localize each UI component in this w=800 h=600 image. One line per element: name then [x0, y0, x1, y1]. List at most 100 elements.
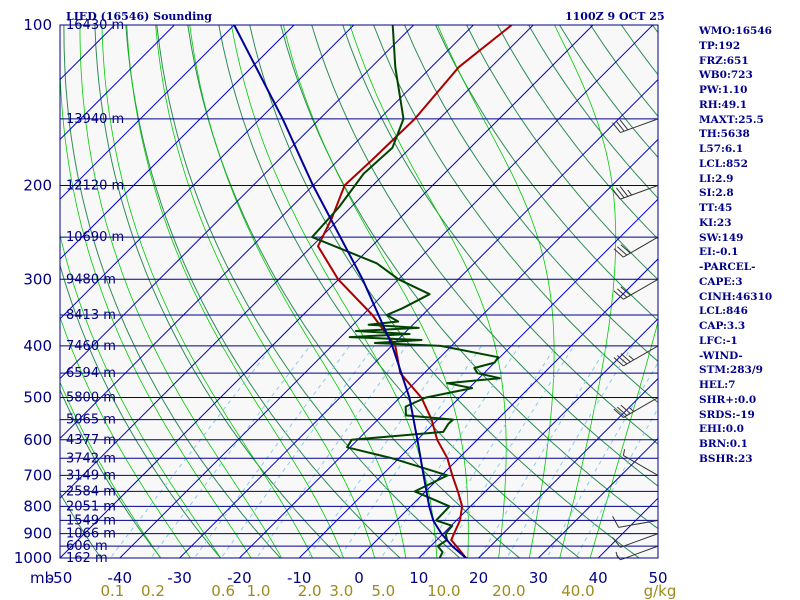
- isotherm: [60, 25, 355, 320]
- wind-barb-flag: [617, 355, 628, 365]
- dry-adiabat: [373, 25, 658, 404]
- moist-adiabat: [282, 25, 469, 558]
- mixing-ratio-tick-label: 0.1: [100, 582, 124, 600]
- pressure-tick-label: 500: [23, 389, 52, 407]
- height-label: 2051 m: [66, 499, 116, 514]
- index-item: SRDS:-19: [699, 408, 755, 421]
- temperature-tick-label: 20: [469, 569, 488, 587]
- dry-adiabat: [63, 25, 282, 558]
- index-item: TP:192: [699, 39, 741, 52]
- plot-background: [60, 25, 658, 558]
- isotherm: [418, 318, 658, 558]
- wind-barb-staff: [618, 519, 659, 528]
- pressure-tick-label: 800: [23, 497, 52, 515]
- index-item: -PARCEL-: [699, 261, 756, 273]
- pressure-tick-label: 400: [23, 337, 52, 355]
- wind-barb: [612, 533, 659, 548]
- stability-indices-panel: WMO:16546 TP:192 FRZ:651 WB0:723 PW:1.10 RH:4…: [699, 24, 772, 467]
- height-label: 13940 m: [66, 112, 124, 127]
- wind-barb-flag: [612, 515, 620, 528]
- wind-barb-flag: [612, 122, 621, 133]
- dry-adiabat: [60, 263, 222, 558]
- moist-adiabat: [231, 25, 438, 558]
- dry-adiabat: [94, 25, 341, 558]
- wind-barb: [612, 184, 659, 200]
- dry-adiabat: [187, 25, 521, 558]
- pressure-tick-label: 200: [23, 176, 52, 194]
- moist-adiabat: [60, 381, 161, 558]
- height-label: 1549 m: [66, 513, 116, 528]
- height-label: 9480 m: [66, 272, 116, 287]
- index-item: LCL:852: [699, 157, 748, 170]
- isotherm: [298, 198, 658, 558]
- wind-barb: [613, 345, 659, 367]
- height-label: 5800 m: [66, 391, 116, 406]
- wind-barb-flag: [612, 537, 621, 548]
- wind-barb-staff: [623, 397, 659, 418]
- pressure-tick-label: 900: [23, 525, 52, 543]
- wind-barb-staff: [620, 118, 659, 134]
- isotherm: [60, 25, 415, 380]
- chart-time: 1100Z 9 OCT 25: [565, 10, 665, 23]
- wind-barb-flag: [619, 119, 629, 131]
- wind-barb-half-flag: [628, 355, 635, 361]
- wind-barb-staff: [623, 236, 659, 258]
- wind-barb: [612, 515, 659, 528]
- moist-adiabat: [60, 315, 191, 558]
- index-item: HEL:7: [699, 379, 736, 391]
- isotherm: [0, 13, 7, 569]
- isotherm: [0, 13, 67, 569]
- temperature-tick-label: 0: [354, 569, 364, 587]
- wind-barb: [622, 449, 659, 476]
- wind-barb-staff: [620, 533, 659, 548]
- mixing-ratio-line: [193, 345, 351, 558]
- chart-title: LIED (16546) Sounding: [66, 10, 212, 23]
- index-item: CAPE:3: [699, 275, 743, 288]
- temperature-tick-label: 50: [648, 569, 667, 587]
- wind-barb-flag: [615, 187, 625, 199]
- mixing-ratio-tick-label: 3.0: [329, 582, 353, 600]
- mixing-ratio-tick-label: 0.2: [141, 582, 165, 600]
- index-item: EHI:0.0: [699, 423, 744, 436]
- pressure-tick-label: 300: [23, 270, 52, 288]
- index-item: CAP:3.3: [699, 320, 746, 332]
- mixing-ratio-tick-label: 5.0: [371, 582, 395, 600]
- parcel-profile: [233, 25, 467, 558]
- dry-adiabat: [776, 25, 800, 569]
- dry-adiabat: [156, 25, 461, 558]
- index-item: LFC:-1: [699, 334, 738, 347]
- wind-barb-staff: [623, 455, 659, 476]
- pressure-tick-label: 700: [23, 466, 52, 484]
- moist-adiabat: [126, 25, 344, 558]
- dry-adiabat: [218, 25, 581, 558]
- height-label: 12120 m: [66, 178, 124, 193]
- isotherm: [60, 25, 534, 499]
- temperature-tick-label: -30: [167, 569, 192, 587]
- index-item: SI:2.8: [699, 187, 734, 200]
- wind-barb-half-flag: [622, 449, 626, 456]
- pressure-unit-label: mb: [30, 569, 54, 587]
- wind-barb-flag: [613, 357, 624, 367]
- index-item: MAXT:25.5: [699, 113, 764, 126]
- wind-barb-flag: [620, 404, 631, 414]
- index-item: FRZ:651: [699, 54, 749, 67]
- temperature-tick-label: -50: [48, 569, 73, 587]
- height-label: 606 m: [66, 539, 108, 554]
- pressure-tick-label: 1000: [14, 549, 52, 567]
- mixing-ratio-tick-label: 2.0: [298, 582, 322, 600]
- dry-adiabat: [404, 25, 658, 362]
- moist-adiabat: [437, 25, 555, 558]
- dry-adiabat: [342, 25, 658, 445]
- height-label: 5065 m: [66, 413, 116, 428]
- index-item: LCL:846: [699, 305, 748, 318]
- wind-barb-flag: [620, 353, 631, 363]
- moist-adiabat: [60, 25, 252, 558]
- wind-barb-flag: [613, 290, 624, 300]
- height-label: 162 m: [66, 551, 108, 566]
- isotherm: [60, 25, 594, 558]
- pressure-tick-label: 600: [23, 431, 52, 449]
- dry-adiabat: [60, 492, 102, 558]
- height-label: 3149 m: [66, 468, 116, 483]
- index-item: RH:49.1: [699, 98, 748, 111]
